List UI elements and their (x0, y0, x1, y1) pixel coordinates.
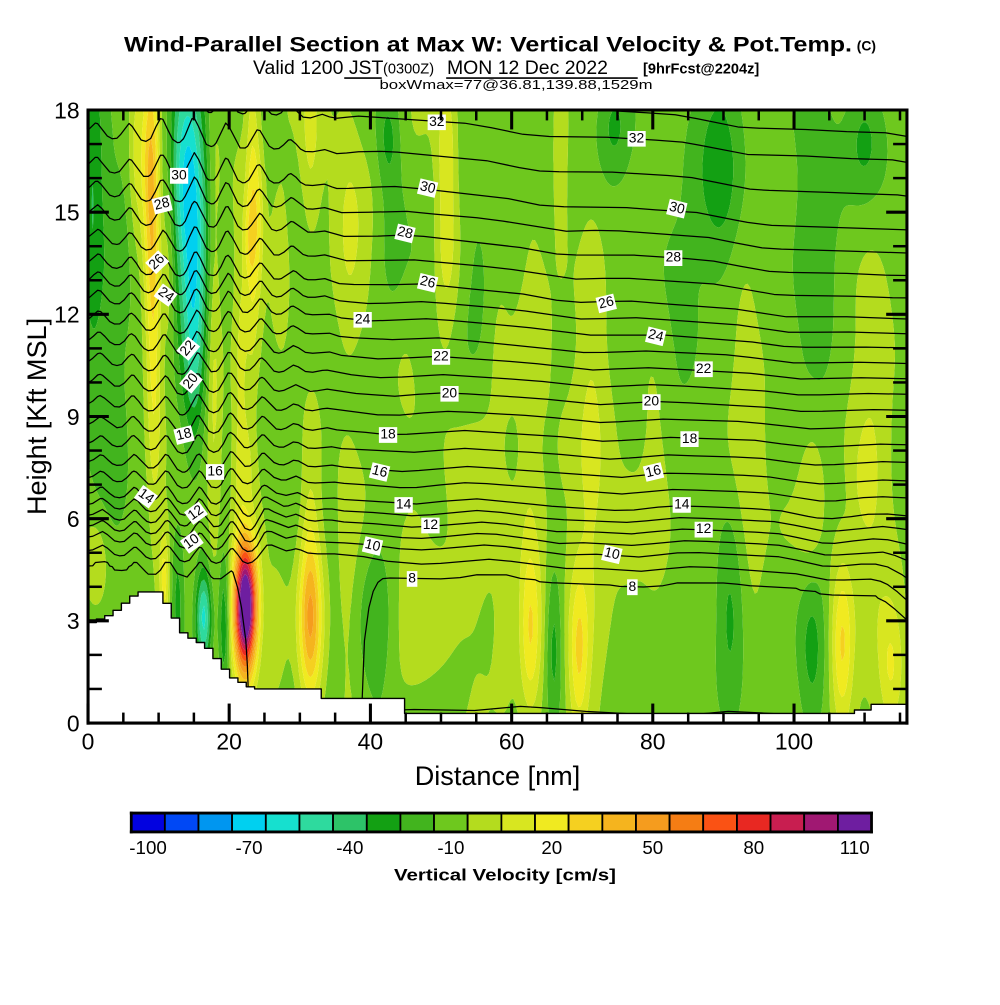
svg-text:28: 28 (152, 194, 171, 213)
svg-text:15: 15 (54, 199, 79, 225)
svg-text:-40: -40 (336, 837, 363, 858)
svg-text:32: 32 (629, 129, 645, 145)
svg-text:20: 20 (644, 393, 660, 409)
svg-text:6: 6 (67, 506, 80, 532)
svg-text:0: 0 (82, 728, 95, 754)
svg-text:-100: -100 (129, 837, 167, 858)
svg-text:8: 8 (629, 578, 637, 594)
svg-text:14: 14 (674, 496, 690, 512)
svg-text:28: 28 (666, 249, 682, 265)
svg-text:MON 12 Dec 2022: MON 12 Dec 2022 (447, 57, 608, 79)
svg-text:32: 32 (429, 113, 445, 129)
svg-text:Vertical Velocity [cm/s]: Vertical Velocity [cm/s] (394, 865, 616, 884)
svg-text:60: 60 (499, 728, 524, 754)
svg-text:18: 18 (54, 97, 79, 123)
svg-text:8: 8 (408, 570, 416, 586)
svg-text:24: 24 (355, 310, 371, 326)
svg-text:20: 20 (216, 728, 241, 754)
svg-text:12: 12 (696, 520, 712, 536)
svg-text:16: 16 (207, 463, 223, 479)
svg-text:40: 40 (358, 728, 383, 754)
svg-text:12: 12 (423, 516, 439, 532)
svg-text:9: 9 (67, 404, 80, 430)
svg-text:12: 12 (54, 302, 79, 328)
svg-text:(0300Z): (0300Z) (383, 62, 434, 78)
svg-text:80: 80 (743, 837, 764, 858)
svg-text:28: 28 (396, 222, 415, 241)
svg-text:30: 30 (668, 198, 687, 217)
svg-text:110: 110 (840, 837, 870, 858)
svg-text:100: 100 (775, 728, 813, 754)
svg-text:boxWmax=77@36.81,139.88,1529m: boxWmax=77@36.81,139.88,1529m (379, 78, 652, 92)
svg-text:Distance [nm]: Distance [nm] (415, 760, 581, 791)
svg-text:30: 30 (419, 177, 438, 196)
svg-text:20: 20 (541, 837, 562, 858)
svg-text:16: 16 (371, 461, 390, 480)
svg-text:10: 10 (603, 543, 622, 562)
svg-text:-70: -70 (235, 837, 262, 858)
svg-text:80: 80 (640, 728, 665, 754)
svg-text:16: 16 (644, 461, 663, 480)
svg-text:50: 50 (642, 837, 663, 858)
svg-text:24: 24 (647, 325, 666, 344)
svg-text:18: 18 (682, 430, 698, 446)
svg-text:Wind-Parallel Section at Max W: Wind-Parallel Section at Max W: Vertical… (124, 33, 852, 57)
svg-text:Height [Kft MSL]: Height [Kft MSL] (21, 318, 52, 515)
svg-text:30: 30 (171, 166, 187, 182)
svg-text:18: 18 (174, 424, 193, 443)
svg-text:3: 3 (67, 608, 80, 634)
svg-text:10: 10 (363, 535, 382, 554)
svg-text:22: 22 (433, 347, 449, 363)
svg-text:18: 18 (380, 426, 396, 442)
svg-text:-10: -10 (437, 837, 464, 858)
svg-text:[9hrFcst@2204z]: [9hrFcst@2204z] (643, 62, 759, 78)
svg-text:(C): (C) (857, 38, 876, 54)
svg-text:Valid 1200 JST: Valid 1200 JST (253, 57, 384, 79)
svg-text:0: 0 (67, 710, 80, 736)
svg-text:22: 22 (696, 360, 712, 376)
svg-text:14: 14 (396, 496, 412, 512)
svg-text:26: 26 (597, 292, 616, 311)
svg-text:20: 20 (442, 385, 458, 401)
svg-text:26: 26 (419, 272, 438, 291)
